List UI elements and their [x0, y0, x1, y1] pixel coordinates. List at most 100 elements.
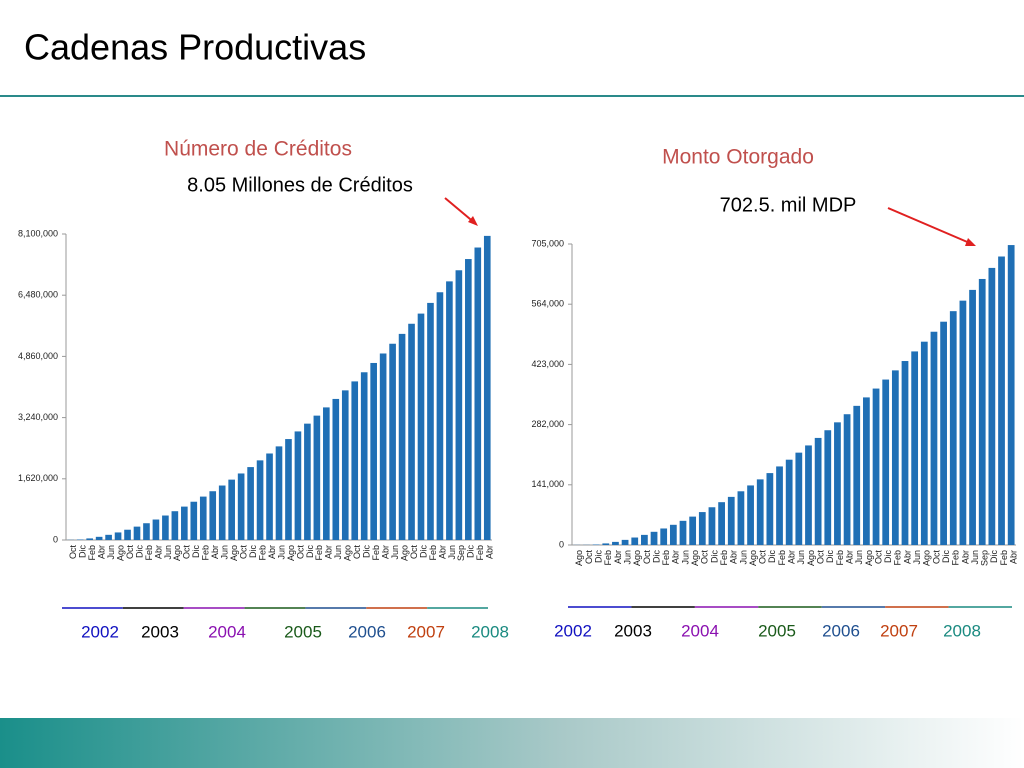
x-tick-label: Dic	[825, 550, 835, 563]
x-tick-label: Dic	[248, 545, 258, 558]
x-tick-label: Oct	[352, 545, 362, 560]
x-tick-label: Feb	[257, 545, 267, 561]
x-tick-label: Ago	[399, 545, 409, 561]
bar	[602, 543, 610, 545]
arrow-head	[468, 216, 478, 226]
bar	[612, 541, 619, 545]
x-tick-label: Feb	[87, 545, 97, 561]
bar	[427, 302, 434, 540]
year-label: 2002	[81, 622, 119, 641]
x-tick-label: Dic	[883, 550, 893, 563]
bar	[708, 507, 716, 545]
x-tick-label: Abr	[97, 545, 107, 559]
arrow	[887, 207, 973, 245]
bar	[930, 331, 938, 545]
x-tick-label: Abr	[787, 550, 797, 564]
x-tick-label: Ago	[690, 550, 700, 566]
x-tick-label: Ago	[922, 550, 932, 566]
x-tick-label: Jun	[390, 545, 400, 560]
bar	[209, 491, 217, 540]
bar	[105, 534, 112, 540]
bar	[266, 453, 273, 540]
y-tick-label: 141,000	[531, 479, 564, 489]
x-tick-label: Abr	[613, 550, 623, 564]
bar	[795, 452, 803, 545]
bar	[95, 536, 103, 540]
bar	[727, 496, 735, 545]
bar	[275, 446, 283, 540]
x-tick-label: Jun	[220, 545, 230, 560]
x-tick-label: Feb	[603, 550, 613, 566]
bar	[351, 381, 359, 540]
bar	[285, 439, 292, 540]
x-tick-label: Jun	[276, 545, 286, 560]
bar	[776, 466, 783, 545]
bar	[853, 405, 861, 545]
x-tick-label: Ago	[115, 545, 125, 561]
x-tick-label: Jun	[680, 550, 690, 565]
bar	[152, 519, 160, 540]
x-tick-label: Abr	[324, 545, 334, 559]
x-tick-label: Abr	[902, 550, 912, 564]
bar	[199, 496, 207, 540]
bar	[304, 423, 311, 540]
bar	[474, 247, 482, 540]
bar	[911, 351, 919, 545]
bar	[465, 259, 472, 540]
x-tick-label: Oct	[239, 545, 249, 560]
bar	[247, 467, 254, 540]
y-tick-label: 705,000	[531, 238, 564, 248]
bar	[998, 256, 1005, 545]
x-tick-label: Dic	[709, 550, 719, 563]
bar	[228, 479, 235, 540]
x-tick-label: Sep	[980, 550, 990, 566]
bar	[747, 485, 754, 545]
x-tick-label: Feb	[719, 550, 729, 566]
x-tick-label: Abr	[210, 545, 220, 559]
bar	[389, 343, 396, 540]
x-tick-label: Feb	[661, 550, 671, 566]
year-label: 2008	[943, 621, 981, 640]
x-tick-label: Abr	[437, 545, 447, 559]
bar	[785, 459, 793, 545]
x-tick-label: Oct	[125, 545, 135, 560]
bar	[1007, 245, 1015, 545]
bar	[901, 361, 909, 545]
bar	[969, 289, 976, 545]
y-tick-label: 0	[53, 534, 58, 544]
x-tick-label: Dic	[191, 545, 201, 558]
bar	[660, 528, 668, 545]
bar	[124, 529, 131, 540]
bar	[218, 485, 226, 540]
x-tick-label: Abr	[729, 550, 739, 564]
x-tick-label: Dic	[418, 545, 428, 558]
bar	[483, 235, 491, 540]
charts: Número de Créditos 8.05 Millones de Crédi…	[18, 138, 1019, 642]
x-tick-label: Abr	[960, 550, 970, 564]
bar	[940, 321, 947, 545]
x-tick-label: Jun	[796, 550, 806, 565]
x-tick-label: Abr	[844, 550, 854, 564]
x-tick-label: Oct	[873, 550, 883, 565]
x-tick-label: Feb	[144, 545, 154, 561]
bar	[718, 502, 725, 545]
y-tick-label: 6,480,000	[18, 290, 58, 300]
x-tick-label: Oct	[584, 550, 594, 565]
bar	[237, 473, 245, 540]
x-tick-label: Feb	[475, 545, 485, 561]
x-tick-label: Oct	[758, 550, 768, 565]
x-tick-label: Feb	[371, 545, 381, 561]
annotation: 702.5. mil MDP	[720, 194, 857, 216]
y-tick-label: 282,000	[531, 419, 564, 429]
chart-title: Monto Otorgado	[662, 146, 814, 169]
x-tick-label: Jun	[333, 545, 343, 560]
x-tick-label: Oct	[642, 550, 652, 565]
bar	[114, 532, 122, 540]
y-tick-label: 1,620,000	[18, 473, 58, 483]
year-label: 2003	[141, 622, 179, 641]
bar	[417, 313, 425, 540]
x-tick-label: Feb	[951, 550, 961, 566]
x-tick-label: Abr	[381, 545, 391, 559]
annotation: 8.05 Millones de Créditos	[187, 174, 413, 196]
